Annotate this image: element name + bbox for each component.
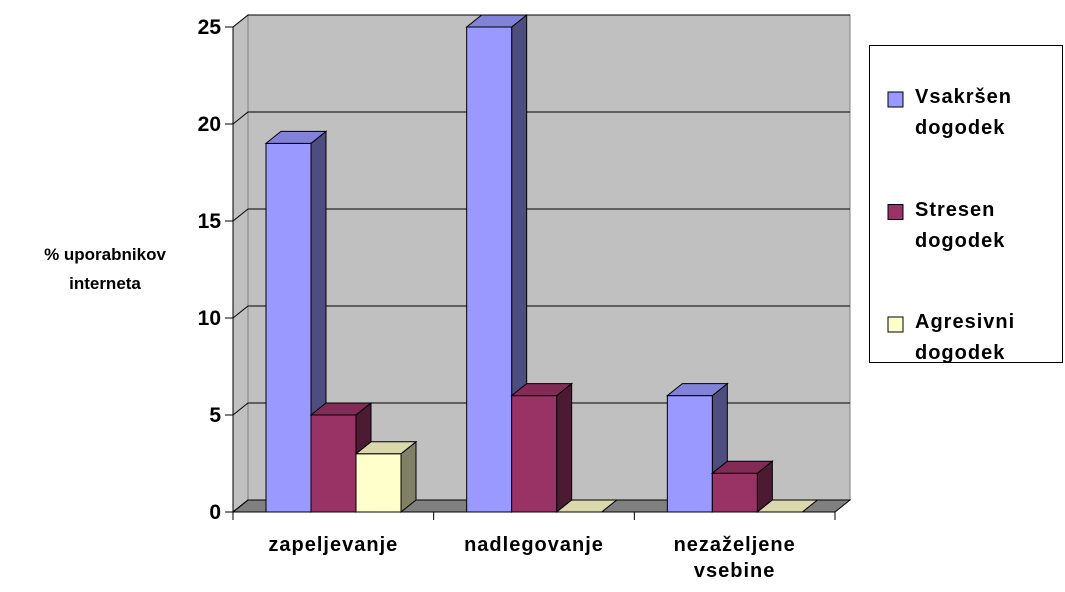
bar (555, 499, 619, 513)
grid-line (232, 208, 850, 222)
y-tick-label: 0 (209, 501, 221, 524)
y-axis-label: % uporabnikov interneta (44, 245, 166, 293)
bar-front (310, 414, 357, 513)
y-tick-label: 15 (198, 210, 222, 233)
bar-front (511, 395, 558, 513)
bar (510, 382, 574, 514)
bar (665, 382, 729, 514)
y-tick-label: 5 (209, 404, 221, 427)
grid-line (232, 402, 850, 416)
bar-top (465, 14, 529, 28)
bar-front (666, 395, 713, 513)
bar-front (466, 26, 513, 513)
bar-top (309, 402, 373, 416)
x-tick-label: nezaželjene vsebine (673, 534, 796, 582)
bar-top (510, 383, 574, 397)
bar-top (710, 460, 774, 474)
bar (755, 499, 819, 513)
y-tick-label: 25 (198, 16, 222, 39)
grid-line (232, 499, 850, 513)
legend-label: Agresivni dogodek (915, 311, 1016, 364)
grid-line (232, 111, 850, 125)
y-tick-label: 20 (198, 113, 221, 136)
legend-label: Stresen dogodek (915, 198, 1006, 252)
legend-swatch (887, 316, 904, 333)
x-tick-label: zapeljevanje (268, 534, 399, 556)
bar-front (265, 142, 312, 513)
y-tick-label: 10 (198, 307, 221, 330)
bar-top (264, 130, 328, 144)
bar-top (555, 499, 619, 513)
legend-swatch (887, 204, 904, 220)
bar-top (755, 499, 819, 513)
bar-top (665, 383, 729, 397)
bar-front (711, 472, 758, 513)
bar-front (355, 453, 402, 513)
bar (354, 440, 418, 514)
grid-line (232, 14, 850, 28)
bar-side (556, 382, 573, 514)
legend-label: Vsakršen dogodek (915, 86, 1012, 139)
legend (869, 45, 1063, 363)
grid-line (232, 305, 850, 319)
bar-top (354, 441, 418, 455)
legend-swatch (887, 91, 904, 108)
x-tick-label: nadlegovanje (464, 534, 604, 556)
bar (710, 460, 774, 514)
side-wall (232, 13, 249, 514)
